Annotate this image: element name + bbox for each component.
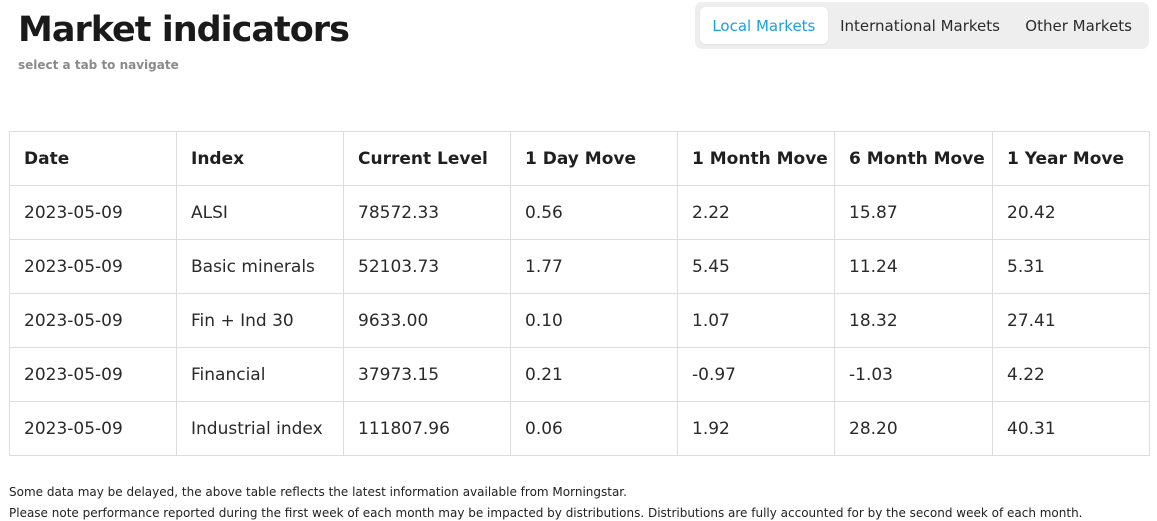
column-header-date: Date	[9, 131, 177, 186]
tab-other-markets[interactable]: Other Markets	[1025, 16, 1133, 35]
market-tabs: Local Markets International Markets Othe…	[695, 2, 1149, 49]
cell-date: 2023-05-09	[9, 401, 177, 456]
table-row: 2023-05-09 Industrial index 111807.96 0.…	[9, 401, 1150, 456]
page-title: Market indicators	[18, 10, 350, 50]
cell-1-month-move: 1.92	[677, 401, 835, 456]
cell-current-level: 9633.00	[343, 293, 511, 348]
cell-index: ALSI	[176, 185, 344, 240]
table-header-row: Date Index Current Level 1 Day Move 1 Mo…	[9, 131, 1150, 186]
cell-date: 2023-05-09	[9, 293, 177, 348]
cell-index: Fin + Ind 30	[176, 293, 344, 348]
cell-current-level: 37973.15	[343, 347, 511, 402]
page-subtitle: select a tab to navigate	[18, 58, 179, 72]
cell-1-month-move: 5.45	[677, 239, 835, 294]
cell-date: 2023-05-09	[9, 185, 177, 240]
disclaimer-distribution-note: Please note performance reported during …	[9, 506, 1083, 520]
cell-current-level: 52103.73	[343, 239, 511, 294]
cell-date: 2023-05-09	[9, 347, 177, 402]
cell-6-month-move: 28.20	[834, 401, 993, 456]
cell-index: Basic minerals	[176, 239, 344, 294]
cell-1-day-move: 0.10	[510, 293, 678, 348]
cell-current-level: 111807.96	[343, 401, 511, 456]
column-header-1-year-move: 1 Year Move	[992, 131, 1150, 186]
cell-date: 2023-05-09	[9, 239, 177, 294]
column-header-current-level: Current Level	[343, 131, 511, 186]
cell-current-level: 78572.33	[343, 185, 511, 240]
cell-6-month-move: 15.87	[834, 185, 993, 240]
cell-1-year-move: 40.31	[992, 401, 1150, 456]
cell-6-month-move: 11.24	[834, 239, 993, 294]
table-row: 2023-05-09 Fin + Ind 30 9633.00 0.10 1.0…	[9, 293, 1150, 348]
cell-1-year-move: 20.42	[992, 185, 1150, 240]
cell-1-day-move: 1.77	[510, 239, 678, 294]
cell-index: Financial	[176, 347, 344, 402]
market-indicators-table: Date Index Current Level 1 Day Move 1 Mo…	[9, 131, 1150, 456]
tab-local-markets[interactable]: Local Markets	[700, 7, 828, 44]
table-row: 2023-05-09 Basic minerals 52103.73 1.77 …	[9, 239, 1150, 294]
cell-1-year-move: 4.22	[992, 347, 1150, 402]
column-header-1-month-move: 1 Month Move	[677, 131, 835, 186]
cell-index: Industrial index	[176, 401, 344, 456]
cell-1-year-move: 27.41	[992, 293, 1150, 348]
cell-1-day-move: 0.21	[510, 347, 678, 402]
disclaimer-delay-note: Some data may be delayed, the above tabl…	[9, 485, 627, 499]
cell-1-month-move: 2.22	[677, 185, 835, 240]
disclaimer-notes: Some data may be delayed, the above tabl…	[9, 482, 1083, 521]
column-header-index: Index	[176, 131, 344, 186]
cell-6-month-move: -1.03	[834, 347, 993, 402]
cell-1-day-move: 0.56	[510, 185, 678, 240]
cell-1-month-move: 1.07	[677, 293, 835, 348]
table-row: 2023-05-09 ALSI 78572.33 0.56 2.22 15.87…	[9, 185, 1150, 240]
column-header-6-month-move: 6 Month Move	[834, 131, 993, 186]
tab-international-markets[interactable]: International Markets	[840, 16, 1000, 35]
cell-6-month-move: 18.32	[834, 293, 993, 348]
table-row: 2023-05-09 Financial 37973.15 0.21 -0.97…	[9, 347, 1150, 402]
cell-1-year-move: 5.31	[992, 239, 1150, 294]
cell-1-day-move: 0.06	[510, 401, 678, 456]
column-header-1-day-move: 1 Day Move	[510, 131, 678, 186]
cell-1-month-move: -0.97	[677, 347, 835, 402]
